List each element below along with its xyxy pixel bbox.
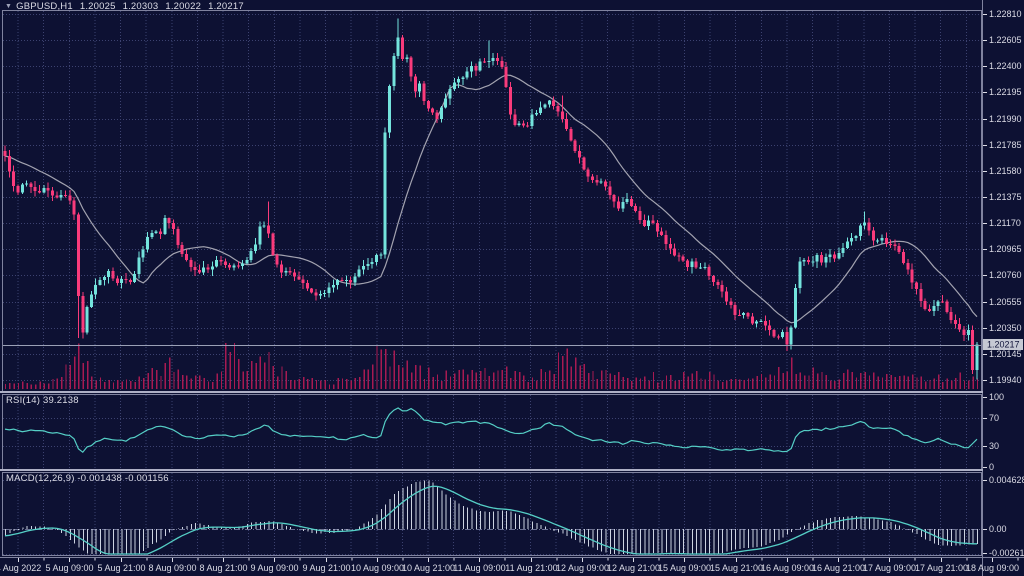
time-axis-label: 9 Aug 21:00 (302, 563, 350, 573)
current-price-value: 1.20217 (987, 340, 1020, 350)
price-axis-label: 1.19940 (989, 375, 1022, 385)
rsi-indicator-label: RSI(14) 39.2138 (6, 395, 79, 406)
macd-axis-label: 0.00 (989, 524, 1007, 534)
macd-indicator-label: MACD(12,26,9) -0.001438 -0.001156 (6, 473, 169, 484)
rsi-axis-label: 100 (989, 392, 1004, 402)
time-axis-label: 11 Aug 09:00 (453, 563, 505, 573)
time-axis-label: 5 Aug 09:00 (45, 563, 93, 573)
time-axis-label: 15 Aug 21:00 (710, 563, 763, 573)
time-axis-label: 18 Aug 09:00 (966, 563, 1019, 573)
time-axis-label: 8 Aug 21:00 (199, 563, 247, 573)
price-axis-label: 1.22195 (989, 87, 1022, 97)
rsi-panel[interactable] (2, 394, 982, 470)
price-chart-area[interactable] (2, 10, 982, 392)
symbol-period-label: GBPUSD,H1 (16, 1, 73, 12)
price-scale[interactable]: 1.22810 1.22605 1.22400 1.22195 1.21990 1.217… (982, 0, 1024, 576)
panel-separator[interactable] (0, 391, 983, 393)
price-axis-label: 1.20760 (989, 270, 1022, 280)
price-axis-label: 1.22605 (989, 35, 1022, 45)
rsi-axis-label: 0 (989, 462, 994, 472)
time-axis-label: 15 Aug 09:00 (658, 563, 711, 573)
price-axis-label: 1.20965 (989, 244, 1022, 254)
current-price-box (983, 339, 1023, 351)
time-axis-label: 16 Aug 09:00 (761, 563, 814, 573)
time-axis-label: 9 Aug 09:00 (250, 563, 298, 573)
panel-separator[interactable] (0, 469, 983, 471)
time-axis-label: 17 Aug 09:00 (863, 563, 916, 573)
chart-title: ▼ GBPUSD,H1 1.20025 1.20303 1.20022 1.20217 (5, 1, 244, 12)
time-axis-label: 16 Aug 21:00 (812, 563, 865, 573)
rsi-axis-label: 70 (989, 413, 999, 423)
price-axis-label: 1.21580 (989, 166, 1022, 176)
ohlc-low: 1.20022 (165, 1, 202, 12)
price-axis-label: 1.20145 (989, 349, 1022, 359)
price-axis-label: 1.21990 (989, 114, 1022, 124)
macd-axis-label: -0.002614 (989, 548, 1024, 558)
price-axis-label: 1.22400 (989, 61, 1022, 71)
rsi-axis-label: 30 (989, 441, 999, 451)
time-axis-label: 10 Aug 09:00 (351, 563, 404, 573)
macd-axis-label: 0.004628 (989, 475, 1024, 485)
time-axis-label: 8 Aug 09:00 (148, 563, 196, 573)
price-axis-label: 1.21785 (989, 140, 1022, 150)
macd-panel[interactable] (2, 472, 982, 556)
time-axis-label: 10 Aug 21:00 (402, 563, 455, 573)
price-axis-label: 1.20555 (989, 297, 1022, 307)
time-axis[interactable]: 4 Aug 2022 5 Aug 09:00 5 Aug 21:00 8 Aug 09… (0, 557, 1024, 576)
price-axis-label: 1.20350 (989, 323, 1022, 333)
time-axis-label: 12 Aug 09:00 (556, 563, 609, 573)
time-axis-label: 4 Aug 2022 (0, 563, 41, 573)
price-axis-label: 1.21170 (989, 218, 1021, 228)
time-axis-label: 12 Aug 21:00 (607, 563, 660, 573)
ohlc-high: 1.20303 (122, 1, 159, 12)
ohlc-open: 1.20025 (79, 1, 116, 12)
ohlc-close: 1.20217 (208, 1, 244, 12)
time-axis-label: 5 Aug 21:00 (97, 563, 145, 573)
time-axis-label: 17 Aug 21:00 (915, 563, 968, 573)
time-axis-label: 11 Aug 21:00 (505, 563, 557, 573)
symbol-dropdown-icon[interactable]: ▼ (5, 3, 13, 10)
price-axis-label: 1.21375 (989, 192, 1022, 202)
price-axis-label: 1.22810 (989, 9, 1022, 19)
